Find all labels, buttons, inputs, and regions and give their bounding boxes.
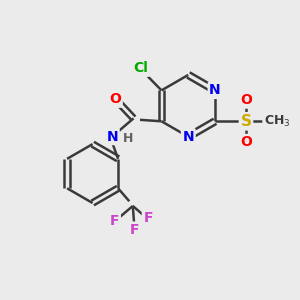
Text: H: H — [123, 132, 133, 145]
Text: N: N — [182, 130, 194, 144]
Text: O: O — [240, 93, 252, 107]
Text: CH$_3$: CH$_3$ — [264, 114, 290, 129]
Text: Cl: Cl — [134, 61, 148, 75]
Text: F: F — [110, 214, 119, 228]
Text: O: O — [240, 136, 252, 149]
Text: S: S — [241, 114, 251, 129]
Text: F: F — [143, 211, 153, 225]
Text: F: F — [130, 223, 139, 237]
Text: N: N — [209, 83, 221, 98]
Text: N: N — [106, 130, 118, 144]
Text: O: O — [109, 92, 121, 106]
